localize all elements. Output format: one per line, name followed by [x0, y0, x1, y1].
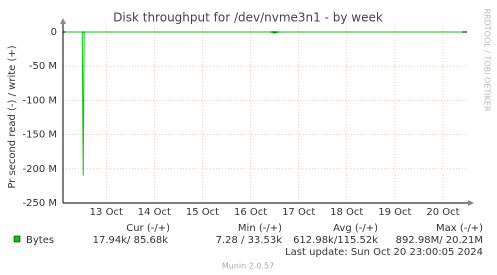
stat-value: 612.98k/115.52k: [293, 235, 378, 246]
legend-label: Bytes: [26, 235, 54, 246]
x-tick-label: 14 Oct: [138, 207, 171, 218]
last-update: Last update: Sun Oct 20 23:00:05 2024: [285, 247, 483, 258]
y-tick-label: 0: [51, 27, 57, 38]
stat-header: Max (-/+): [436, 223, 483, 234]
plot-area: [63, 22, 467, 204]
y-tick-label: -150 M: [22, 130, 57, 141]
y-tick-label: -250 M: [22, 198, 57, 209]
stat-header: Min (-/+): [238, 223, 282, 234]
x-tick-label: 19 Oct: [378, 207, 411, 218]
x-tick-label: 17 Oct: [282, 207, 315, 218]
y-tick-label: -50 M: [29, 61, 57, 72]
x-tick-label: 15 Oct: [186, 207, 219, 218]
y-tick-label: -200 M: [22, 164, 57, 175]
axis-arrow: [60, 18, 66, 24]
x-tick-label: 18 Oct: [330, 207, 363, 218]
x-tick-label: 20 Oct: [426, 207, 459, 218]
stat-header: Cur (-/+): [126, 223, 170, 234]
legend-swatch: [13, 235, 21, 243]
chart-title: Disk throughput for /dev/nvme3n1 - by we…: [113, 11, 383, 25]
y-tick-label: -100 M: [22, 95, 57, 106]
stat-value: 892.98M/ 20.21M: [396, 235, 483, 246]
side-text: RRDTOOL / TOBI OETIKER: [483, 8, 492, 111]
series-line: [65, 31, 463, 176]
stat-header: Avg (-/+): [333, 223, 378, 234]
stat-value: 7.28 / 33.53k: [216, 235, 283, 246]
axis-arrow: [468, 200, 474, 206]
y-axis-label: Pr second read (-) / write (+): [7, 45, 18, 188]
footer: Munin 2.0.57: [222, 262, 274, 271]
x-tick-label: 13 Oct: [90, 207, 123, 218]
x-tick-label: 16 Oct: [234, 207, 267, 218]
stat-value: 17.94k/ 85.68k: [93, 235, 169, 246]
